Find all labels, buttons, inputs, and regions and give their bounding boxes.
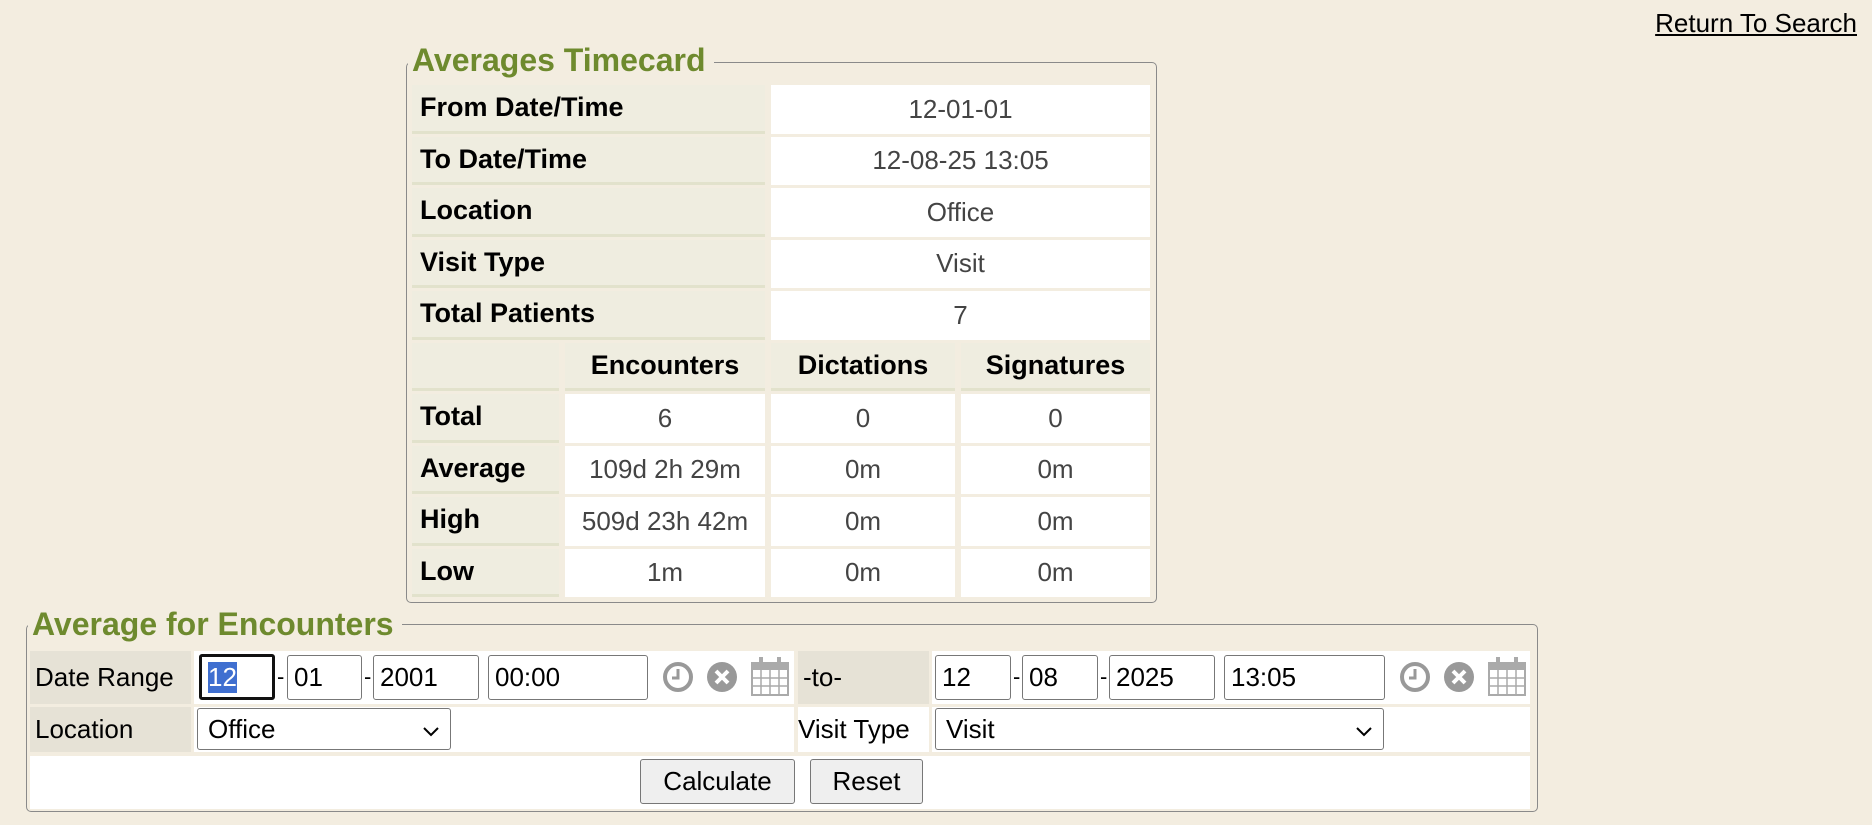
separator: - xyxy=(1100,664,1108,689)
timecard-fieldset xyxy=(406,62,1157,603)
stats-row-label: Average xyxy=(412,445,559,494)
average-form-title: Average for Encounters xyxy=(28,604,402,644)
calendar-icon[interactable] xyxy=(750,655,790,702)
timecard-label: Visit Type xyxy=(412,239,765,288)
visit-type-select[interactable]: Visit xyxy=(935,708,1384,750)
to-time-input[interactable]: 13:05 xyxy=(1224,655,1385,700)
chevron-down-icon xyxy=(1355,714,1373,745)
timecard-value: Visit xyxy=(771,239,1150,288)
stats-cell: 0 xyxy=(771,394,955,443)
average-form-fieldset xyxy=(26,624,1538,812)
to-label: -to- xyxy=(798,651,929,704)
calendar-icon[interactable] xyxy=(1487,655,1527,702)
reset-button[interactable]: Reset xyxy=(810,759,923,804)
timecard-label: Total Patients xyxy=(412,291,765,340)
stats-column-header: Dictations xyxy=(771,342,955,391)
clear-icon[interactable] xyxy=(706,661,738,698)
clock-icon[interactable] xyxy=(662,661,694,698)
location-value: Office xyxy=(208,713,276,744)
from-year-input[interactable]: 2001 xyxy=(373,655,479,700)
timecard-label: From Date/Time xyxy=(412,85,765,134)
location-select[interactable]: Office xyxy=(197,708,451,750)
stats-column-header: Encounters xyxy=(565,342,765,391)
timecard-value: 12-08-25 13:05 xyxy=(771,136,1150,185)
timecard-label: Location xyxy=(412,188,765,237)
stats-row-label: Low xyxy=(412,548,559,597)
stats-cell: 0m xyxy=(961,445,1150,494)
stats-cell: 109d 2h 29m xyxy=(565,445,765,494)
chevron-down-icon xyxy=(422,714,440,745)
stats-header-blank xyxy=(412,342,559,391)
separator: - xyxy=(1013,664,1021,689)
date-range-label: Date Range xyxy=(30,651,191,704)
timecard-title: Averages Timecard xyxy=(408,40,714,80)
to-day-input[interactable]: 08 xyxy=(1022,655,1098,700)
stats-cell: 1m xyxy=(565,548,765,597)
stats-cell: 0m xyxy=(771,445,955,494)
to-month-input[interactable]: 12 xyxy=(935,655,1011,700)
stats-cell: 0 xyxy=(961,394,1150,443)
stats-cell: 0m xyxy=(961,497,1150,546)
separator: - xyxy=(364,664,372,689)
from-month-input[interactable]: 12 xyxy=(199,654,275,700)
stats-cell: 509d 23h 42m xyxy=(565,497,765,546)
clock-icon[interactable] xyxy=(1399,661,1431,698)
visit-type-value: Visit xyxy=(946,713,995,744)
stats-row-label: Total xyxy=(412,394,559,443)
stats-cell: 0m xyxy=(771,548,955,597)
timecard-label: To Date/Time xyxy=(412,136,765,185)
stats-cell: 0m xyxy=(961,548,1150,597)
separator: - xyxy=(277,664,285,689)
location-label: Location xyxy=(30,707,191,752)
timecard-value: 12-01-01 xyxy=(771,85,1150,134)
to-year-input[interactable]: 2025 xyxy=(1109,655,1215,700)
calculate-button[interactable]: Calculate xyxy=(640,759,795,804)
stats-cell: 0m xyxy=(771,497,955,546)
stats-row-label: High xyxy=(412,497,559,546)
from-time-input[interactable]: 00:00 xyxy=(488,655,648,700)
timecard-value: Office xyxy=(771,188,1150,237)
visit-type-label: Visit Type xyxy=(798,707,929,752)
stats-column-header: Signatures xyxy=(961,342,1150,391)
stats-cell: 6 xyxy=(565,394,765,443)
clear-icon[interactable] xyxy=(1443,661,1475,698)
return-to-search-link[interactable]: Return To Search xyxy=(1655,8,1857,38)
timecard-value: 7 xyxy=(771,291,1150,340)
from-day-input[interactable]: 01 xyxy=(287,655,362,700)
